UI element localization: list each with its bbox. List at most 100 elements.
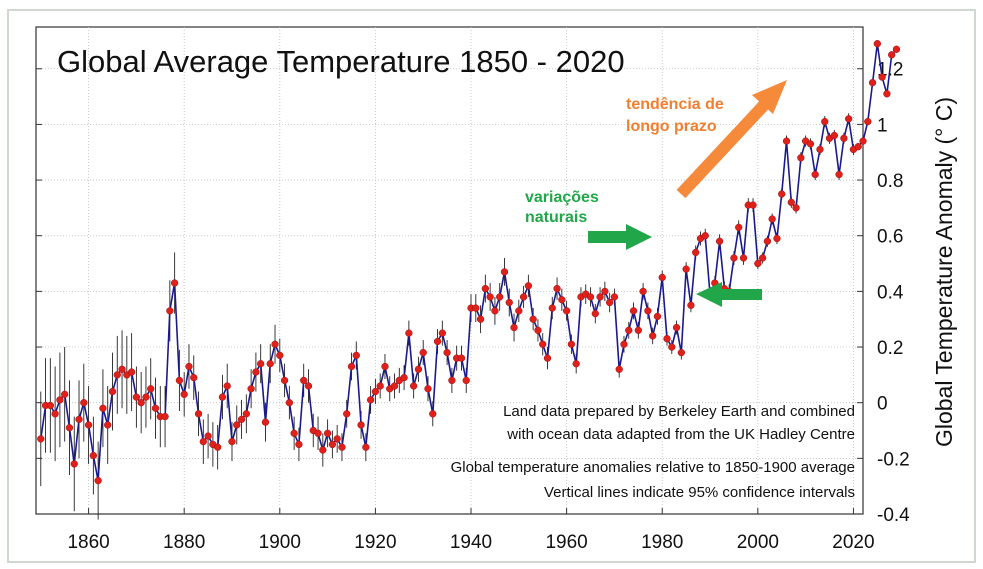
data-point [682,265,690,273]
data-point [247,385,255,393]
data-point [89,451,98,460]
data-point [127,368,136,376]
data-point [524,282,533,290]
data-point [70,460,78,468]
data-point [328,440,337,449]
y-tick-label: 0 [877,394,888,415]
data-point [161,412,169,421]
data-point [845,115,853,123]
data-point [314,429,322,437]
data-point [276,351,284,360]
data-point [543,354,552,362]
data-point [242,410,250,418]
data-point [252,368,260,376]
data-point [644,307,652,315]
data-markers [37,40,901,485]
data-point [448,376,456,385]
data-point [572,360,580,368]
data-point [366,396,375,404]
data-point [266,360,274,368]
data-point [768,215,776,223]
data-point [84,421,93,429]
y-axis-label: Global Temperature Anomaly (° C) [931,97,957,447]
data-point [352,351,360,360]
y-tick-label: 0.6 [877,227,903,248]
data-point [166,307,174,315]
x-tick-label: 1920 [354,532,396,553]
data-point [290,429,298,437]
trend-arrow [676,80,787,199]
data-point [429,410,437,418]
data-point [811,170,819,179]
data-point [472,304,480,312]
natural-arrow-right [588,224,652,250]
trend-label-line-2: longo prazo [626,118,717,135]
data-point [730,254,738,262]
data-point [261,418,270,426]
data-point [347,362,356,371]
data-point [486,293,494,301]
data-point [500,268,509,276]
data-point [634,326,642,334]
data-point [457,354,466,362]
x-tick-label: 1860 [67,532,109,553]
data-point [280,376,289,385]
data-point [830,131,838,140]
data-point [424,385,432,393]
data-point [443,348,451,357]
data-point [601,287,609,296]
data-point [170,279,179,287]
x-ticks: 1860 1880 1900 1920 1940 1960 1980 2000 2020 [67,508,875,553]
note-line-1: Land data prepared by Berkeley Earth and… [503,403,855,420]
data-point [223,382,231,390]
data-point [194,410,203,418]
data-point [371,387,380,396]
notes-block: Land data prepared by Berkeley Earth and… [451,403,855,501]
data-point [151,404,160,412]
data-point [409,382,418,390]
data-point [271,340,279,348]
y-tick-label: 1 [877,115,888,136]
data-point [668,343,676,351]
data-point [233,421,241,429]
data-point [605,298,614,307]
data-point [433,337,442,346]
data-point [558,296,566,304]
data-point [739,254,748,262]
data-point [476,315,485,323]
trend-label-line-1: tendência de [626,96,724,113]
data-point [625,326,633,334]
data-point [505,298,513,307]
data-point [357,421,365,429]
data-point [610,293,619,301]
data-point [883,90,891,98]
data-point [113,371,121,379]
data-point [672,323,681,332]
data-point [821,117,829,126]
data-point [319,446,327,454]
data-point [132,393,141,401]
x-tick-label: 1940 [450,532,492,553]
data-point [663,335,671,343]
data-point [228,437,236,446]
data-point [118,365,126,373]
data-point [304,382,313,390]
data-point [481,284,490,293]
x-tick-label: 2000 [737,532,779,553]
data-point [778,190,786,198]
data-point [37,435,45,443]
data-point [362,443,370,451]
data-point [285,399,294,407]
data-point [400,373,408,382]
data-point [405,329,413,337]
natural-label-line-1: variações [525,189,599,206]
data-point [414,365,423,373]
data-point [300,376,308,385]
plot-area [35,26,864,515]
note-line-2: with ocean data adapted from the UK Hadl… [506,426,855,443]
data-point [787,198,795,206]
data-point [180,390,188,398]
data-point [80,399,88,407]
